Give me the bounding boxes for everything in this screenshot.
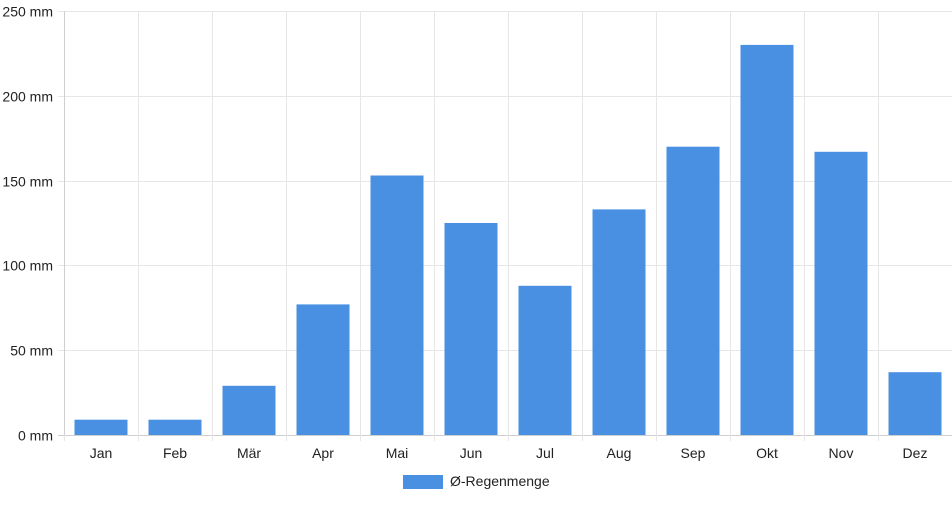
x-tick-label: Mai xyxy=(386,445,409,461)
y-tick-labels: 0 mm 50 mm 100 mm 150 mm 200 mm 250 mm xyxy=(2,4,53,444)
bar-aug[interactable] xyxy=(592,209,646,435)
x-tick-label: Jan xyxy=(90,445,113,461)
x-tick-label: Okt xyxy=(756,445,778,461)
y-tick-label: 100 mm xyxy=(2,258,53,274)
x-tick-labels: Jan Feb Mär Apr Mai Jun Jul Aug Sep Okt Nov Dez xyxy=(90,445,928,461)
legend-label[interactable]: Ø-Regenmenge xyxy=(450,473,550,489)
y-tick-label: 50 mm xyxy=(10,343,53,359)
bar-mai[interactable] xyxy=(370,175,424,436)
bar-jul[interactable] xyxy=(518,285,572,435)
bar-dez[interactable] xyxy=(888,372,942,435)
bar-series xyxy=(74,44,942,436)
bar-sep[interactable] xyxy=(666,146,720,435)
bar-feb[interactable] xyxy=(148,419,202,435)
x-tick-label: Apr xyxy=(312,445,334,461)
x-tick-label: Mär xyxy=(237,445,261,461)
x-tick-label: Feb xyxy=(163,445,187,461)
legend-swatch[interactable] xyxy=(403,475,443,489)
y-tick-label: 200 mm xyxy=(2,89,53,105)
x-tick-label: Jun xyxy=(460,445,483,461)
x-tick-label: Aug xyxy=(607,445,632,461)
x-tick-label: Jul xyxy=(536,445,554,461)
bar-jan[interactable] xyxy=(74,419,128,435)
bar-okt[interactable] xyxy=(740,44,794,436)
bar-nov[interactable] xyxy=(814,151,868,436)
legend[interactable]: Ø-Regenmenge xyxy=(403,473,550,489)
bar-jun[interactable] xyxy=(444,223,498,435)
x-tick-label: Nov xyxy=(829,445,854,461)
y-tick-label: 150 mm xyxy=(2,174,53,190)
y-tick-label: 250 mm xyxy=(2,4,53,20)
x-tick-label: Dez xyxy=(903,445,928,461)
bar-apr[interactable] xyxy=(296,304,350,435)
x-tick-label: Sep xyxy=(681,445,706,461)
y-tick-label: 0 mm xyxy=(18,428,53,444)
grid-lines xyxy=(58,11,952,441)
bar-mär[interactable] xyxy=(222,385,276,435)
